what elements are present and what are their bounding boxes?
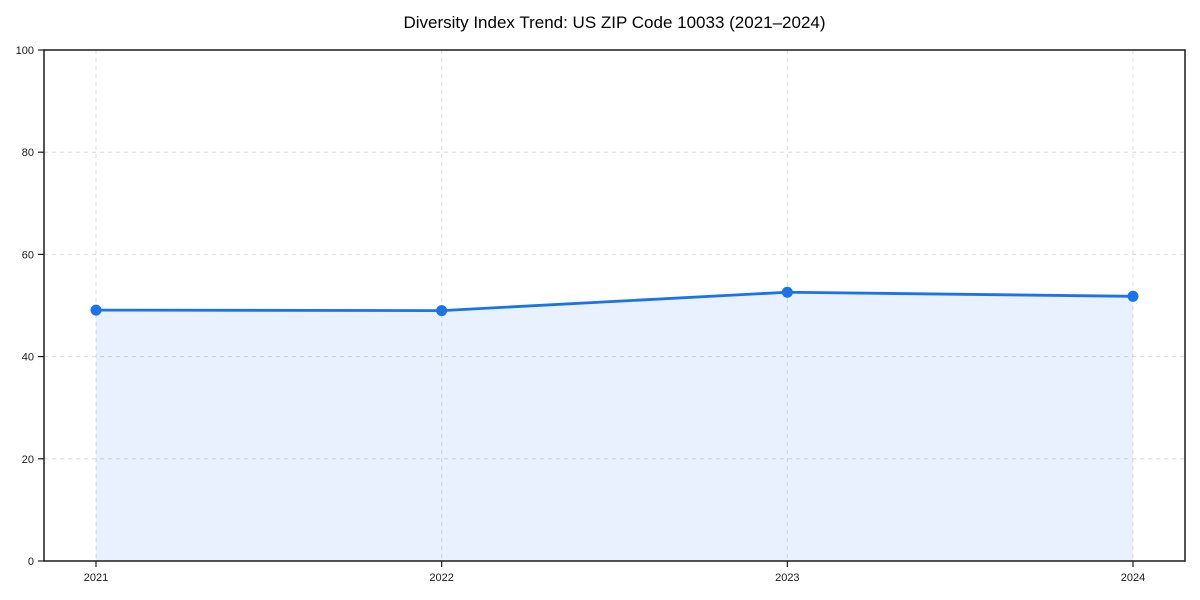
x-tick-label: 2024 (1121, 572, 1145, 584)
data-point-2022 (436, 305, 448, 317)
trend-line (94, 290, 1135, 313)
chart-title: Diversity Index Trend: US ZIP Code 10033… (403, 13, 826, 32)
y-tick-label: 100 (16, 45, 34, 57)
x-tick-label: 2022 (429, 572, 453, 584)
x-tick-label: 2023 (775, 572, 799, 584)
data-point-2024 (1127, 290, 1139, 302)
data-point-2023 (781, 286, 793, 298)
y-tick-label: 0 (28, 556, 34, 568)
area-fill (96, 292, 1133, 561)
y-tick-label: 20 (22, 454, 34, 466)
x-tick-label: 2021 (84, 572, 108, 584)
y-tick-label: 80 (22, 147, 34, 159)
plot-border (43, 49, 1186, 562)
y-tick-label: 40 (22, 352, 34, 364)
y-tick-label: 60 (22, 249, 34, 261)
data-point-2021 (90, 304, 102, 316)
